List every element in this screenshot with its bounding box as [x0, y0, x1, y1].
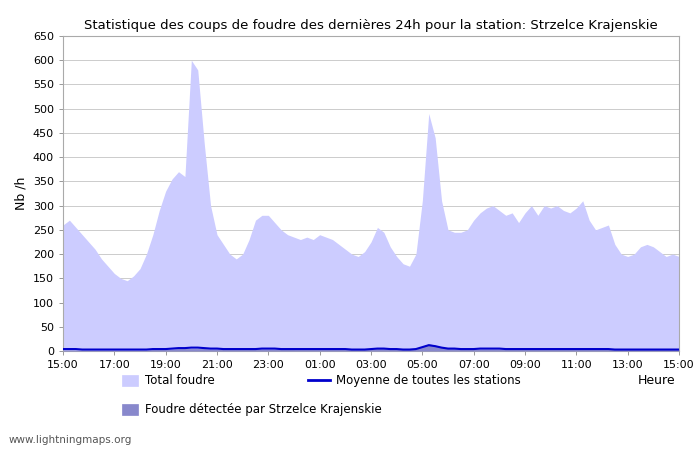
Text: Foudre détectée par Strzelce Krajenskie: Foudre détectée par Strzelce Krajenskie [145, 403, 382, 416]
Text: Total foudre: Total foudre [145, 374, 215, 387]
Text: www.lightningmaps.org: www.lightningmaps.org [8, 435, 132, 445]
Y-axis label: Nb /h: Nb /h [14, 177, 27, 210]
Title: Statistique des coups de foudre des dernières 24h pour la station: Strzelce Kraj: Statistique des coups de foudre des dern… [84, 19, 658, 32]
Text: Moyenne de toutes les stations: Moyenne de toutes les stations [336, 374, 521, 387]
Text: Heure: Heure [638, 374, 676, 387]
